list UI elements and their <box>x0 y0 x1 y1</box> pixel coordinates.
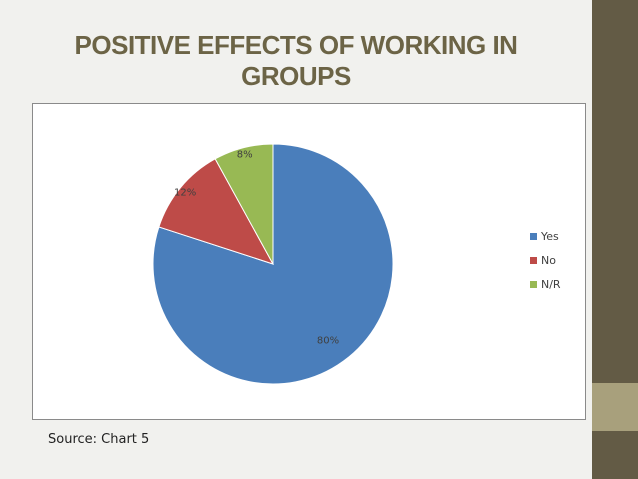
data-label-yes: 80% <box>317 336 339 347</box>
slide-title: POSITIVE EFFECTS OF WORKING IN GROUPS <box>74 30 518 91</box>
decorative-sidebar-accent <box>592 383 638 431</box>
legend-swatch-yes <box>530 233 537 240</box>
legend-label-yes: Yes <box>540 230 559 243</box>
source-note: Source: Chart 5 <box>48 432 150 447</box>
chart-area: 80% 12% 8% Yes No N/R <box>32 103 586 420</box>
legend-swatch-n-r <box>530 281 537 288</box>
legend-swatch-no <box>530 257 537 264</box>
pie-slice-no <box>158 158 275 265</box>
data-label-n-r: 8% <box>237 150 253 161</box>
pie-chart: 80% 12% 8% Yes No N/R <box>152 143 561 385</box>
pie-slice-n-r <box>214 143 274 265</box>
legend-label-n-r: N/R <box>541 278 561 291</box>
data-label-no: 12% <box>174 187 196 198</box>
legend-label-no: No <box>541 254 556 267</box>
